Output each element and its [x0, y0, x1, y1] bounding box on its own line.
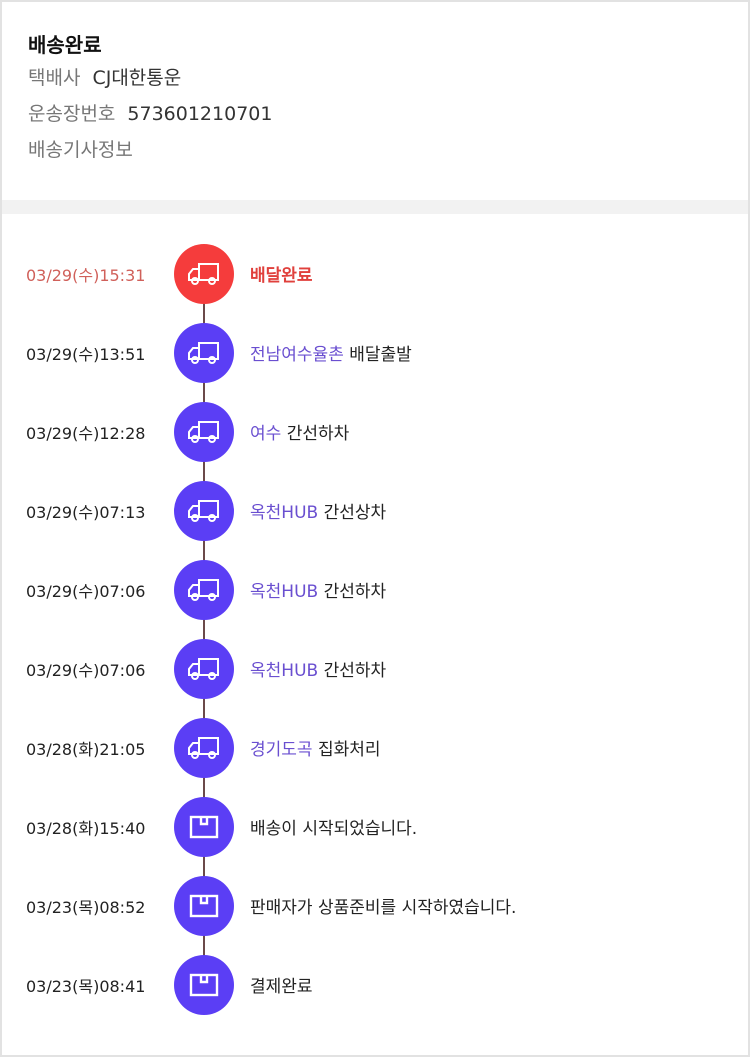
- event-status: 배달완료: [250, 266, 313, 286]
- event-description: 배송이 시작되었습니다.: [250, 814, 417, 839]
- box-icon: [174, 876, 234, 936]
- event-description: 옥천HUB 간선하차: [250, 577, 386, 602]
- event-status: 간선하차: [286, 424, 350, 444]
- box-icon: [174, 955, 234, 1015]
- event-status: 간선상차: [323, 503, 387, 523]
- carrier-label: 택배사: [28, 67, 81, 89]
- timeline-event: 03/28(화)15:40 배송이 시작되었습니다.: [0, 797, 750, 857]
- tracking-label: 운송장번호: [28, 103, 116, 125]
- event-location: 옥천HUB: [250, 582, 319, 602]
- truck-icon: [174, 402, 234, 462]
- event-status: 간선하차: [323, 661, 387, 681]
- event-description: 결제완료: [250, 972, 313, 997]
- timeline-event: 03/29(수)15:31 배달완료: [0, 244, 750, 304]
- timeline-line: [203, 274, 205, 986]
- event-time: 03/23(목)08:52: [26, 898, 146, 917]
- event-time: 03/23(목)08:41: [26, 977, 146, 996]
- event-status: 배달출발: [349, 345, 412, 365]
- event-location: 경기도곡: [250, 740, 313, 760]
- event-description: 여수 간선하차: [250, 419, 349, 444]
- tracking-row: 운송장번호 573601210701: [28, 96, 272, 132]
- section-divider: [2, 200, 748, 214]
- timeline-event: 03/28(화)21:05 경기도곡 집화처리: [0, 718, 750, 778]
- delivery-status-title: 배송완료: [28, 33, 102, 57]
- truck-icon: [174, 560, 234, 620]
- truck-icon: [174, 639, 234, 699]
- event-time: 03/29(수)07:13: [26, 503, 146, 522]
- carrier-value: CJ대한통운: [92, 67, 182, 89]
- delivery-summary: 배송완료 택배사 CJ대한통운 운송장번호 573601210701 배송기사정보: [28, 30, 272, 168]
- event-time: 03/28(화)21:05: [26, 740, 146, 759]
- event-description: 옥천HUB 간선상차: [250, 498, 386, 523]
- timeline-event: 03/29(수)12:28 여수 간선하차: [0, 402, 750, 462]
- event-time: 03/29(수)13:51: [26, 345, 146, 364]
- truck-icon: [174, 481, 234, 541]
- timeline-event: 03/23(목)08:52 판매자가 상품준비를 시작하였습니다.: [0, 876, 750, 936]
- tracking-number: 573601210701: [127, 103, 273, 125]
- timeline-event: 03/29(수)07:06 옥천HUB 간선하차: [0, 560, 750, 620]
- event-description: 옥천HUB 간선하차: [250, 656, 386, 681]
- timeline-event: 03/29(수)07:13 옥천HUB 간선상차: [0, 481, 750, 541]
- event-time: 03/29(수)12:28: [26, 424, 146, 443]
- event-location: 여수: [250, 424, 282, 444]
- driver-info-link[interactable]: 배송기사정보: [28, 139, 133, 161]
- timeline-event: 03/29(수)13:51 전남여수율촌 배달출발: [0, 323, 750, 383]
- event-time: 03/28(화)15:40: [26, 819, 146, 838]
- event-status: 결제완료: [250, 977, 313, 997]
- event-time: 03/29(수)15:31: [26, 266, 146, 285]
- event-description: 판매자가 상품준비를 시작하였습니다.: [250, 893, 516, 918]
- box-icon: [174, 797, 234, 857]
- event-description: 전남여수율촌 배달출발: [250, 340, 412, 365]
- carrier-row: 택배사 CJ대한통운: [28, 60, 272, 96]
- event-status: 배송이 시작되었습니다.: [250, 819, 418, 839]
- truck-icon: [174, 244, 234, 304]
- event-status: 간선하차: [323, 582, 387, 602]
- truck-icon: [174, 323, 234, 383]
- truck-icon: [174, 718, 234, 778]
- event-description: 배달완료: [250, 261, 313, 286]
- event-location: 옥천HUB: [250, 503, 319, 523]
- event-status: 집화처리: [317, 740, 381, 760]
- event-description: 경기도곡 집화처리: [250, 735, 381, 760]
- event-location: 옥천HUB: [250, 661, 319, 681]
- event-time: 03/29(수)07:06: [26, 582, 146, 601]
- timeline-event: 03/29(수)07:06 옥천HUB 간선하차: [0, 639, 750, 699]
- event-location: 전남여수율촌: [250, 345, 344, 365]
- event-time: 03/29(수)07:06: [26, 661, 146, 680]
- timeline-event: 03/23(목)08:41 결제완료: [0, 955, 750, 1015]
- event-status: 판매자가 상품준비를 시작하였습니다.: [250, 898, 517, 918]
